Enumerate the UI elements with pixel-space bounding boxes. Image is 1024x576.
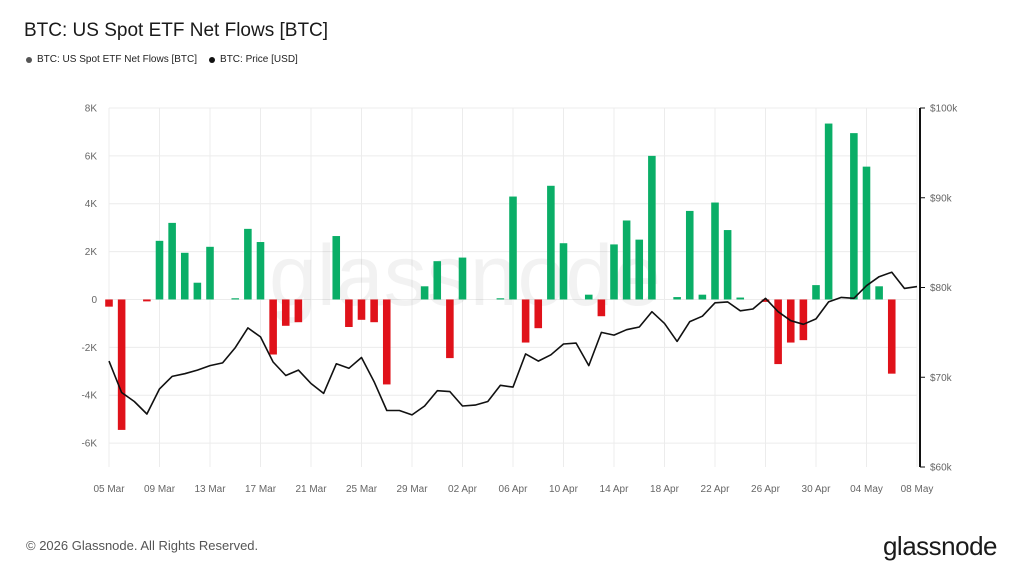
x-tick-label: 04 May — [850, 484, 883, 495]
flow-bar-negative — [345, 299, 353, 327]
x-tick-label: 18 Apr — [650, 484, 680, 495]
flow-bar-negative — [281, 299, 290, 326]
flow-bar-negative — [105, 299, 113, 307]
flow-bar-positive — [155, 240, 164, 300]
flow-bar-positive — [244, 228, 252, 300]
flow-bar-positive — [180, 252, 189, 300]
flow-bar-negative — [774, 299, 782, 365]
x-tick-label: 05 Mar — [93, 484, 125, 495]
flow-bar-positive — [458, 257, 467, 300]
price-line — [108, 271, 918, 416]
y-left-tick-label: 8K — [85, 104, 98, 115]
flow-bar-negative — [117, 299, 126, 430]
legend-item-price[interactable]: BTC: Price [USD] — [209, 54, 298, 65]
flow-bar-negative — [761, 299, 770, 302]
y-left-tick-label: 2K — [85, 247, 98, 258]
flow-bar-positive — [812, 285, 820, 300]
flow-bar-positive — [206, 246, 214, 300]
y-right-tick-label: $60k — [930, 463, 953, 474]
y-left-tick-label: 6K — [85, 151, 98, 162]
flow-bar-positive — [547, 185, 555, 300]
flow-bar-positive — [723, 230, 732, 300]
legend-dot-price — [209, 56, 216, 63]
flow-bar-positive — [711, 202, 719, 300]
flow-bar-positive — [875, 286, 883, 300]
x-tick-label: 02 Apr — [448, 484, 478, 495]
flow-bar-positive — [559, 243, 568, 300]
flow-bar-positive — [824, 123, 833, 300]
brand-logo[interactable]: glassnode — [882, 531, 998, 561]
flow-bar-negative — [446, 299, 454, 359]
y-left-tick-label: -2K — [81, 343, 97, 354]
x-tick-label: 26 Apr — [751, 484, 781, 495]
copyright-text: © 2026 Glassnode. All Rights Reserved. — [26, 538, 259, 553]
flow-bar-positive — [332, 236, 341, 300]
flow-bar-positive — [168, 222, 176, 300]
flow-bar-positive — [433, 261, 442, 300]
y-right-tick-label: $70k — [930, 373, 953, 384]
flow-bar-positive — [648, 155, 656, 300]
y-left-tick-label: -6K — [81, 439, 97, 450]
flow-bar-negative — [597, 299, 606, 317]
y-left-tick-label: 0 — [91, 295, 97, 306]
flow-bar-positive — [193, 282, 202, 300]
x-tick-label: 08 May — [901, 484, 934, 495]
flow-bar-positive — [685, 210, 694, 300]
chart-legend: BTC: US Spot ETF Net Flows [BTC] BTC: Pr… — [26, 54, 298, 65]
flow-bar-positive — [420, 286, 429, 300]
flow-bar-positive — [622, 220, 631, 300]
x-tick-label: 25 Mar — [346, 484, 378, 495]
x-tick-label: 13 Mar — [194, 484, 226, 495]
flow-bar-positive — [736, 297, 745, 300]
flow-bar-positive — [673, 297, 681, 300]
legend-dot-flows — [26, 56, 32, 63]
x-tick-label: 09 Mar — [144, 484, 176, 495]
x-tick-label: 14 Apr — [600, 484, 630, 495]
axes: 8K 6K 4K 2K 0 -2K -4K -6K 05 Mar 09 Mar 13 Mar 17 M… — [81, 104, 958, 496]
legend-item-flows[interactable]: BTC: US Spot ETF Net Flows [BTC] — [26, 54, 197, 65]
y-left-tick-label: 4K — [85, 199, 98, 210]
flow-bar-negative — [294, 299, 303, 323]
flow-bar-negative — [357, 299, 366, 320]
x-tick-label: 06 Apr — [499, 484, 529, 495]
y-right-tick-label: $100k — [930, 104, 958, 115]
flow-bar-negative — [143, 299, 151, 302]
flow-bar-positive — [850, 133, 858, 300]
flow-bar-positive — [231, 298, 240, 300]
flow-bar-negative — [521, 299, 530, 343]
price-line-group — [108, 271, 918, 416]
y-left-tick-label: -4K — [81, 391, 97, 402]
flow-bar-negative — [534, 299, 543, 329]
flow-bar-positive — [862, 166, 871, 300]
flow-bar-negative — [799, 299, 808, 341]
flow-bar-positive — [610, 244, 618, 300]
flow-bar-negative — [370, 299, 378, 323]
flow-bar-positive — [584, 294, 593, 300]
x-tick-label: 29 Mar — [396, 484, 428, 495]
x-tick-label: 10 Apr — [549, 484, 579, 495]
flow-bar-positive — [256, 242, 265, 300]
chart-title: BTC: US Spot ETF Net Flows [BTC] — [24, 20, 329, 41]
flow-bars — [105, 123, 896, 430]
flow-bar-negative — [382, 299, 391, 385]
x-tick-label: 22 Apr — [701, 484, 731, 495]
legend-label-price: BTC: Price [USD] — [220, 54, 298, 65]
flow-bar-positive — [635, 239, 644, 300]
legend-label-flows: BTC: US Spot ETF Net Flows [BTC] — [37, 54, 198, 65]
flow-bar-positive — [496, 298, 505, 300]
y-right-tick-label: $80k — [930, 283, 953, 294]
flow-bar-positive — [698, 294, 707, 300]
flow-bar-negative — [269, 299, 277, 355]
flow-bar-negative — [887, 299, 896, 374]
y-right-tick-label: $90k — [930, 193, 953, 204]
x-tick-label: 30 Apr — [802, 484, 832, 495]
flow-bar-positive — [509, 196, 517, 300]
x-tick-label: 21 Mar — [295, 484, 327, 495]
x-tick-label: 17 Mar — [245, 484, 277, 495]
